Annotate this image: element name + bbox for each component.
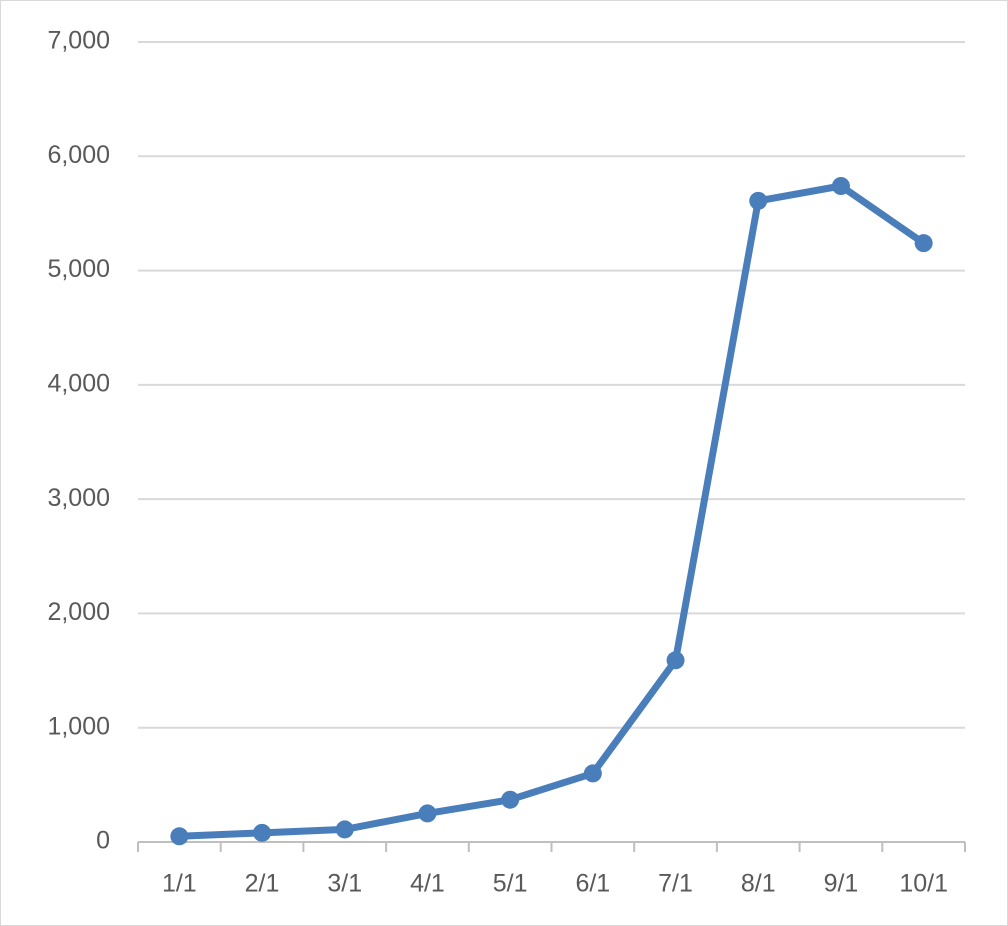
y-tick-label: 5,000 <box>47 255 110 283</box>
marker <box>418 804 437 823</box>
x-tick-label: 5/1 <box>493 870 528 898</box>
marker <box>831 177 850 195</box>
line <box>175 182 928 840</box>
x-tick-label: 8/1 <box>741 870 776 898</box>
marker <box>253 823 272 842</box>
y-tick-label: 3,000 <box>47 484 110 512</box>
marker <box>666 651 685 670</box>
y-tick-label: 4,000 <box>47 369 110 397</box>
y-tick-label: 1,000 <box>47 712 110 740</box>
marker <box>583 764 602 783</box>
x-tick-label: 4/1 <box>410 870 445 898</box>
x-tick-label: 3/1 <box>327 870 362 898</box>
x-tick-label: 1/1 <box>162 870 197 898</box>
marker <box>501 790 520 809</box>
marker <box>170 827 189 846</box>
y-tick-label: 2,000 <box>47 598 110 626</box>
marker <box>749 191 768 210</box>
marker <box>335 820 354 839</box>
y-tick-label: 7,000 <box>47 27 110 55</box>
marker <box>914 234 933 253</box>
x-tick-label: 10/1 <box>899 870 948 898</box>
x-tick-label: 2/1 <box>245 870 280 898</box>
y-tick-label: 6,000 <box>47 141 110 169</box>
x-tick-label: 7/1 <box>658 870 693 898</box>
y-tick-label: 0 <box>96 827 110 855</box>
x-tick-label: 9/1 <box>824 870 859 898</box>
x-tick-label: 6/1 <box>575 870 610 898</box>
